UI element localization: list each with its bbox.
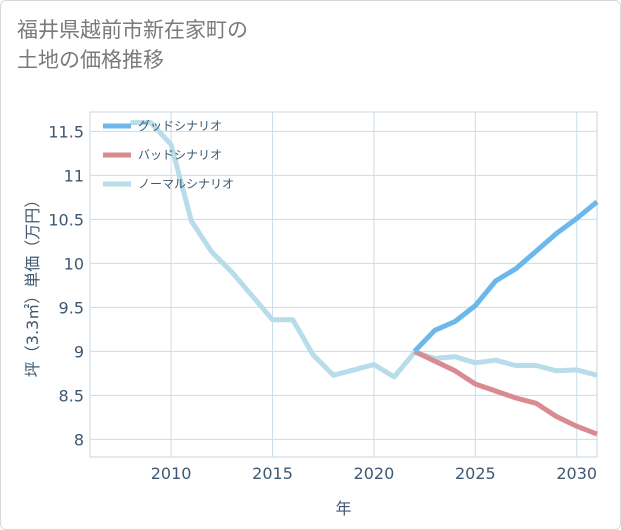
legend-label: バッドシナリオ bbox=[138, 148, 222, 162]
y-tick-label: 10.5 bbox=[48, 210, 84, 229]
x-axis-ticks: 2010 2015 2020 2025 2030 bbox=[151, 464, 597, 483]
legend-label: グッドシナリオ bbox=[138, 119, 222, 133]
legend-label: ノーマルシナリオ bbox=[138, 177, 234, 191]
chart-title-line1: 福井県越前市新在家町の bbox=[17, 18, 248, 42]
y-axis-title: 坪（3.3㎡）単価（万円） bbox=[23, 192, 42, 377]
y-tick-label: 11 bbox=[64, 166, 84, 185]
y-tick-label: 8.5 bbox=[59, 386, 84, 405]
y-tick-label: 8 bbox=[74, 430, 84, 449]
y-tick-label: 9 bbox=[74, 342, 84, 361]
series-line-0 bbox=[412, 199, 599, 354]
y-tick-label: 10 bbox=[64, 254, 84, 273]
series-line-1 bbox=[413, 349, 598, 437]
chart-title-line2: 土地の価格推移 bbox=[17, 48, 164, 72]
x-tick-label: 2015 bbox=[252, 464, 293, 483]
x-axis-title: 年 bbox=[335, 499, 351, 518]
chart-title: 福井県越前市新在家町の 土地の価格推移 bbox=[17, 15, 248, 75]
x-tick-label: 2010 bbox=[151, 464, 192, 483]
series-line-2 bbox=[130, 120, 598, 380]
x-tick-label: 2020 bbox=[354, 464, 395, 483]
y-tick-label: 11.5 bbox=[48, 122, 84, 141]
plot-area bbox=[89, 111, 598, 458]
y-tick-label: 9.5 bbox=[59, 298, 84, 317]
x-tick-label: 2025 bbox=[455, 464, 496, 483]
series-lines bbox=[130, 120, 599, 437]
x-tick-label: 2030 bbox=[556, 464, 597, 483]
y-axis-ticks: 8 8.5 9 9.5 10 10.5 11 11.5 bbox=[48, 122, 84, 449]
grid-lines bbox=[90, 112, 597, 457]
